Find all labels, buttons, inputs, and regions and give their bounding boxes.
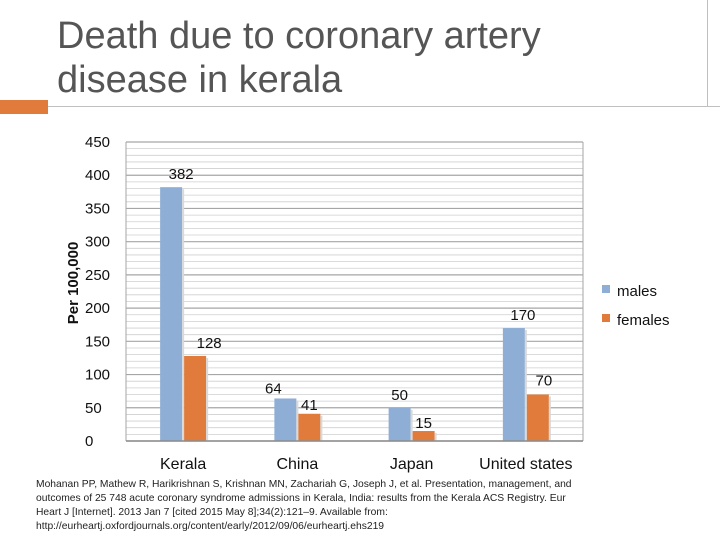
citation-line: http://eurheartj.oxfordjournals.org/cont… <box>36 521 385 532</box>
legend-label-females: females <box>617 312 670 329</box>
y-tick-label: 0 <box>85 433 93 450</box>
right-frame-line <box>707 0 708 107</box>
bar-females <box>298 413 321 441</box>
citation-footnote: Mohanan PP, Mathew R, Harikrishnan S, Kr… <box>36 478 696 534</box>
bars <box>160 187 551 441</box>
legend-swatch-females <box>602 314 610 322</box>
data-label: 382 <box>169 166 194 183</box>
y-tick-label: 100 <box>85 367 110 384</box>
data-label: 15 <box>415 415 432 432</box>
bar-shadow <box>524 330 527 441</box>
bar-females <box>184 355 207 441</box>
axes: 0 50 100 150 200 250 300 350 400 450 Per 100,000 Ke… <box>65 134 583 473</box>
x-tick-label: China <box>276 456 318 473</box>
slide-title: Death due to coronary artery disease in … <box>57 15 541 101</box>
data-label: 50 <box>391 387 408 404</box>
bar-shadow <box>434 433 437 441</box>
bar-males <box>388 407 411 441</box>
bar-males <box>502 328 525 441</box>
bar-shadow <box>206 357 209 441</box>
legend-label-males: males <box>617 283 657 300</box>
y-tick-label: 300 <box>85 234 110 251</box>
bar-shadow <box>548 396 551 441</box>
citation-line: Mohanan PP, Mathew R, Harikrishnan S, Kr… <box>36 479 572 490</box>
title-divider-line <box>48 106 720 107</box>
data-label: 64 <box>265 380 282 397</box>
x-tick-label: United states <box>479 456 572 473</box>
bar-males <box>274 398 297 441</box>
data-label: 70 <box>536 372 553 389</box>
bar-shadow <box>182 189 185 441</box>
y-axis-label: Per 100,000 <box>65 242 82 325</box>
bar-females <box>526 394 549 441</box>
citation-line: Heart J [Internet]. 2013 Jan 7 [cited 20… <box>36 507 388 518</box>
legend-swatch-males <box>602 285 610 293</box>
bar-shadow <box>320 415 323 441</box>
y-tick-label: 450 <box>85 134 110 151</box>
legend: males females <box>602 283 670 329</box>
y-tick-label: 200 <box>85 300 110 317</box>
data-label: 41 <box>301 397 318 414</box>
bar-females <box>412 431 435 441</box>
y-tick-label: 350 <box>85 200 110 217</box>
citation-line: outcomes of 25 748 acute coronary syndro… <box>36 493 566 504</box>
y-tick-label: 150 <box>85 333 110 350</box>
y-tick-label: 250 <box>85 267 110 284</box>
x-tick-label: Japan <box>390 456 434 473</box>
y-tick-label: 400 <box>85 167 110 184</box>
bar-males <box>160 187 183 441</box>
title-accent-bar <box>0 100 48 114</box>
data-label: 170 <box>510 307 535 324</box>
data-label: 128 <box>197 335 222 352</box>
y-tick-label: 50 <box>85 400 102 417</box>
bar-shadow <box>296 400 299 441</box>
data-labels: 382 128 64 41 50 15 170 70 <box>169 166 553 432</box>
bar-shadow <box>410 409 413 441</box>
x-tick-label: Kerala <box>160 456 206 473</box>
